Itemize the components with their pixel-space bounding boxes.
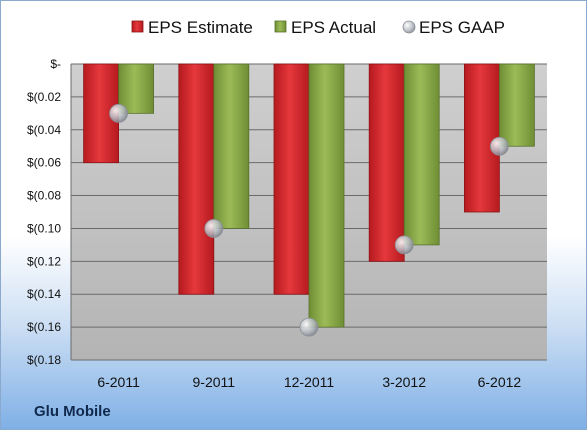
- legend-label: EPS Actual: [291, 18, 376, 37]
- y-tick-label: $-: [50, 57, 61, 71]
- legend-label: EPS GAAP: [419, 18, 505, 37]
- bar-eps-estimate: [463, 63, 500, 213]
- legend-swatch: [402, 20, 416, 34]
- x-tick-label: 12-2011: [284, 374, 335, 390]
- y-tick-label: $(0.18: [27, 353, 61, 367]
- x-tick-label: 3-2012: [382, 374, 426, 390]
- y-tick-label: $(0.02: [27, 90, 61, 104]
- marker-eps-gaap: [204, 219, 224, 238]
- legend-label: EPS Estimate: [148, 18, 253, 37]
- x-tick-label: 6-2012: [478, 374, 522, 390]
- marker-eps-gaap: [394, 235, 414, 255]
- legend-swatch: [274, 20, 287, 33]
- marker-eps-gaap: [299, 317, 319, 337]
- bar-eps-actual: [308, 63, 345, 328]
- y-tick-label: $(0.14: [27, 287, 61, 301]
- y-tick-label: $(0.16: [27, 320, 61, 334]
- marker-eps-gaap: [489, 136, 509, 156]
- bar-eps-actual: [403, 63, 440, 246]
- bar-eps-estimate: [273, 63, 310, 295]
- bar-eps-actual: [213, 63, 250, 229]
- x-tick-label: 9-2011: [193, 374, 236, 390]
- company-name: Glu Mobile: [34, 403, 111, 420]
- y-tick-label: $(0.12: [27, 254, 61, 268]
- bar-eps-estimate: [178, 63, 215, 295]
- legend-swatch: [131, 20, 144, 33]
- bar-eps-estimate: [368, 63, 405, 262]
- y-tick-label: $(0.04: [27, 123, 61, 137]
- bar-eps-actual: [118, 63, 154, 114]
- bar-eps-actual: [498, 63, 535, 147]
- marker-eps-gaap: [109, 103, 128, 123]
- y-tick-label: $(0.08: [27, 189, 61, 203]
- y-tick-label: $(0.06: [27, 156, 61, 170]
- y-tick-label: $(0.10: [27, 221, 61, 235]
- x-tick-label: 6-2011: [97, 374, 140, 390]
